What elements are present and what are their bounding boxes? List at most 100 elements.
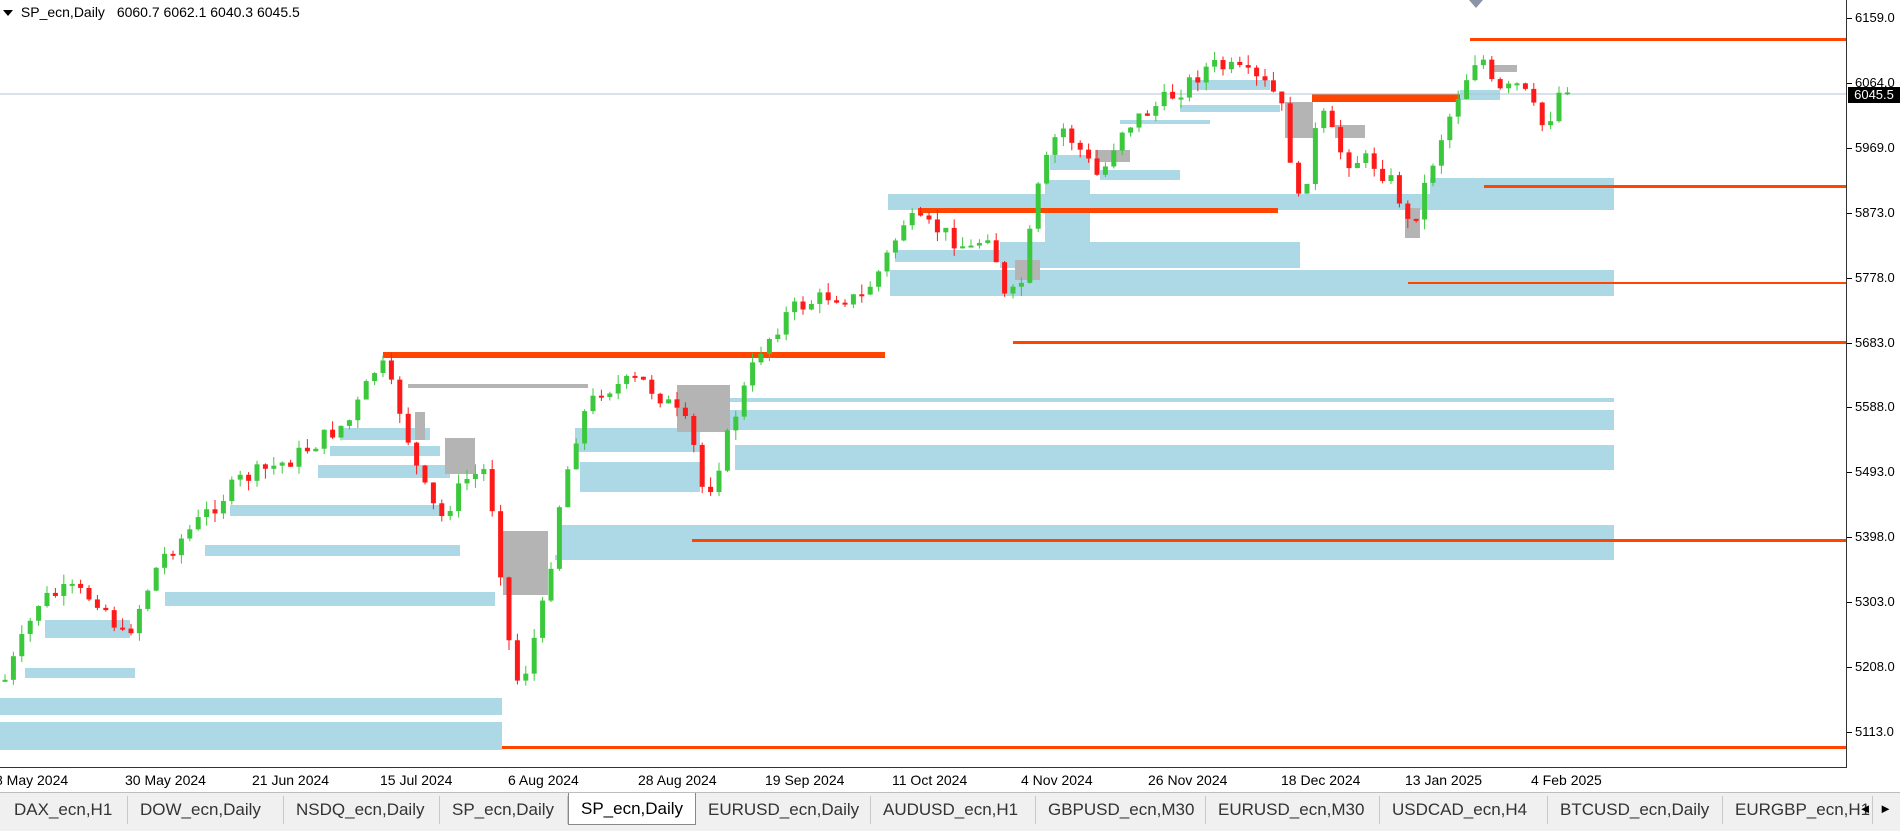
candle-body [943,227,949,233]
candle-body [934,219,940,233]
chart-tab[interactable]: EURGBP_ecn,H1 [1723,796,1873,824]
demand-zone [1190,80,1270,90]
chart-tab[interactable]: EURUSD_ecn,M30 [1206,796,1380,824]
support-line [1408,282,1846,284]
candle-body [901,225,907,241]
chart-tab[interactable]: DOW_ecn,Daily [128,796,284,824]
time-tick-label: 28 Aug 2024 [638,772,717,788]
candle-body [1522,83,1528,89]
price-tick-label: 5303.0 [1847,594,1895,610]
candle-body [1245,65,1251,68]
demand-zone [25,668,135,678]
candle-body [237,474,243,480]
demand-zone [318,465,450,478]
candle-body [1262,76,1268,81]
time-tick-label: 6 Aug 2024 [508,772,579,788]
price-tick-label: 5493.0 [1847,464,1895,480]
chart-tab[interactable]: USDCAD_ecn,H4 [1380,796,1548,824]
collapse-triangle-icon[interactable] [3,10,13,17]
candle-body [640,376,646,380]
candle-body [363,381,369,400]
candle-body [968,245,974,248]
candle-body [657,393,663,404]
time-axis[interactable]: 8 May 2024 30 May 2024 21 Jun 2024 15 Jul 2… [0,768,1847,792]
time-tick-label: 15 Jul 2024 [380,772,453,788]
price-tick-label: 5873.0 [1847,204,1895,220]
candle-body [397,379,403,414]
time-tick-label: 26 Nov 2024 [1148,772,1228,788]
price-axis[interactable]: 6159.0 6064.0 5969.0 5873.0 5778.0 5683.0 5588… [1847,0,1900,768]
chart-tab[interactable]: BTCUSD_ecn,Daily [1548,796,1723,824]
candle-body [1052,137,1058,155]
candle-body [111,610,117,628]
candle-body [1035,183,1041,229]
candle-body [615,383,621,394]
tab-scroll-arrows-icon[interactable]: ◄ ► [1858,801,1894,816]
gray-zone [445,438,475,474]
candle-body [808,303,814,310]
candle-body [775,334,781,340]
price-tick-label: 5969.0 [1847,139,1895,155]
candle-body [1111,150,1117,167]
chart-tab[interactable]: SP_ecn,Daily [440,796,568,824]
candle-body [1388,175,1394,182]
price-chart[interactable] [0,0,1847,768]
candle-body [1354,162,1360,169]
demand-zone [205,545,460,556]
support-line [1484,185,1846,188]
candle-body [279,462,285,466]
candle-body [531,637,537,674]
chart-tab[interactable]: EURUSD_ecn,Daily [696,796,871,824]
candle-body [859,294,865,297]
demand-zone [0,722,502,750]
candle-body [783,312,789,335]
time-tick-label: 18 Dec 2024 [1281,772,1361,788]
chart-tab[interactable]: AUDUSD_ecn,H1 [871,796,1036,824]
candle-body [103,607,109,611]
support-line [1470,38,1846,41]
candle-body [372,373,378,382]
candle-body [338,425,344,438]
candle-body [262,464,268,469]
current-price-label: 6045.5 [1848,87,1900,103]
price-tick-label: 6159.0 [1847,10,1895,25]
candle-body [414,442,420,466]
candle-body [590,395,596,412]
candle-body [61,583,67,596]
candle-body [2,679,8,682]
candle-body [1413,218,1419,221]
candle-body [1338,127,1344,153]
candle-body [1396,175,1402,204]
candle-body [1128,127,1134,133]
candle-body [792,301,798,313]
ohlc-values: 6060.7 6062.1 6040.3 6045.5 [116,4,300,20]
candle-body [867,286,873,295]
candle-body [1203,66,1209,83]
candle-body [1312,128,1318,184]
symbol-header: SP_ecn,Daily 6060.7 6062.1 6040.3 6045.5 [3,4,300,20]
shift-marker-icon[interactable] [1469,0,1483,8]
resistance-zone [1312,94,1460,102]
demand-zone [1180,105,1280,112]
candle-body [926,215,932,220]
candle-body [523,673,529,681]
chart-area[interactable]: SP_ecn,Daily 6060.7 6062.1 6040.3 6045.5 [0,0,1847,768]
candle-body [1380,168,1386,182]
candle-body [1002,262,1008,294]
resistance-zone [918,208,1278,213]
candle-body [565,469,571,508]
candle-body [36,606,42,621]
chart-tab[interactable]: NSDQ_ecn,Daily [284,796,440,824]
candle-body [1329,110,1335,128]
candle-body [78,583,84,588]
candle-body [699,444,705,487]
price-tick-label: 5588.0 [1847,399,1895,415]
time-tick-label: 4 Nov 2024 [1021,772,1093,788]
candle-body [682,407,688,417]
chart-tab[interactable]: SP_ecn,Daily [568,793,696,825]
chart-tab[interactable]: GBPUSD_ecn,M30 [1036,796,1206,824]
chart-tab[interactable]: DAX_ecn,H1 [2,796,128,824]
candle-body [229,479,235,502]
demand-zone [230,505,440,516]
candle-body [153,567,159,591]
